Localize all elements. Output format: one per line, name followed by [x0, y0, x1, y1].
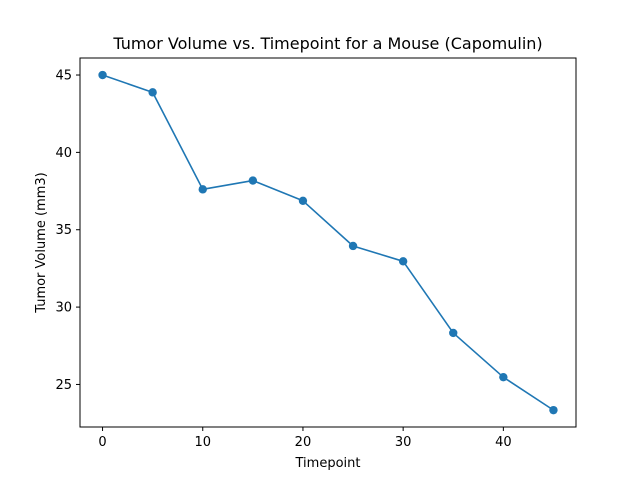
data-point	[348, 241, 358, 251]
data-point	[198, 185, 207, 194]
data-point	[449, 328, 458, 338]
y-tick-label: 40	[55, 146, 72, 161]
x-tick-label: 30	[395, 435, 412, 450]
series-layer	[98, 70, 558, 415]
plot-area	[80, 58, 576, 427]
x-axis-label: Timepoint	[295, 456, 361, 471]
data-point	[98, 70, 107, 80]
x-tick-label: 10	[194, 435, 211, 450]
series-line	[102, 74, 554, 411]
y-axis-ticks: 25 30 35 40 45	[55, 69, 80, 393]
x-tick-label: 20	[295, 435, 312, 450]
data-point	[148, 88, 157, 97]
data-point	[398, 257, 408, 266]
y-axis-label: Tumor Volume (mm3)	[34, 172, 49, 314]
x-tick-label: 40	[495, 435, 512, 450]
y-tick-label: 30	[55, 301, 72, 316]
data-point	[298, 196, 308, 205]
x-axis-ticks: 0 10 20 30 40	[98, 427, 512, 450]
chart-title: Tumor Volume vs. Timepoint for a Mouse (…	[112, 34, 542, 53]
x-tick-label: 0	[98, 435, 106, 450]
data-point	[248, 176, 258, 185]
y-tick-label: 25	[55, 378, 72, 393]
y-tick-label: 35	[55, 223, 72, 238]
plot-frame	[79, 57, 577, 428]
data-point	[499, 372, 508, 382]
data-point	[549, 405, 558, 415]
y-tick-label: 45	[55, 69, 72, 84]
